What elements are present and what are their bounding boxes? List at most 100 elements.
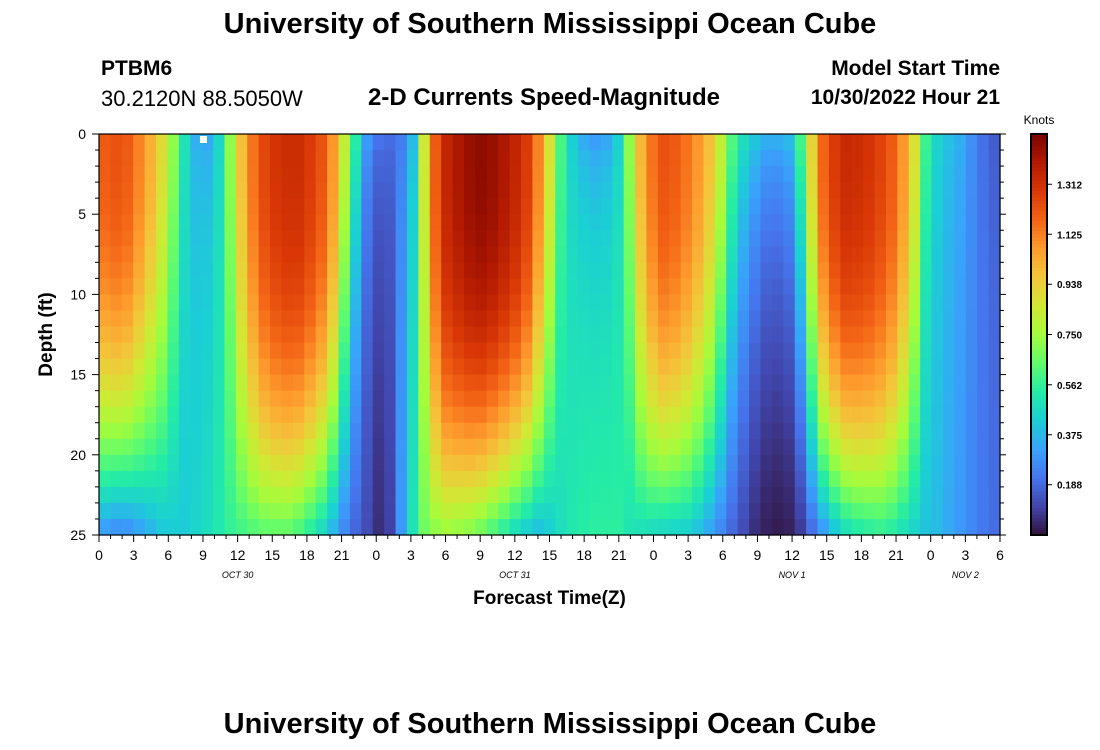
heatmap-cell (520, 358, 533, 376)
heatmap-cell (258, 342, 271, 360)
heatmap-cell (737, 454, 750, 472)
heatmap-cell (623, 310, 636, 328)
heatmap-cell (121, 262, 134, 279)
heatmap-cell (463, 214, 476, 231)
heatmap-cell (384, 502, 397, 520)
colorbar-band (1031, 511, 1047, 516)
colorbar-band (1031, 448, 1047, 453)
heatmap-cell (749, 294, 762, 312)
heatmap-cell (737, 470, 750, 488)
heatmap-cell (566, 502, 579, 520)
heatmap-cell (327, 454, 340, 472)
heatmap-cell (463, 454, 476, 472)
heatmap-cell (589, 486, 602, 504)
heatmap-cell (942, 374, 955, 392)
heatmap-cell (851, 486, 864, 504)
heatmap-cell (361, 182, 374, 199)
heatmap-cell (156, 454, 169, 472)
heatmap-cell (178, 518, 191, 536)
heatmap-cell (965, 214, 978, 231)
heatmap-cell (235, 230, 248, 247)
heatmap-cell (806, 454, 819, 472)
heatmap-cell (110, 294, 123, 312)
heatmap-cell (771, 518, 784, 536)
heatmap-cell (851, 374, 864, 392)
heatmap-cell (543, 342, 556, 360)
colorbar-band (1031, 164, 1047, 169)
heatmap-cell (840, 518, 853, 536)
colorbar-band (1031, 177, 1047, 182)
heatmap-cell (589, 518, 602, 536)
heatmap-cell (121, 182, 134, 199)
heatmap-cell (897, 374, 910, 392)
heatmap-cell (258, 134, 271, 151)
heatmap-cell (429, 246, 442, 263)
heatmap-cell (315, 502, 328, 520)
heatmap-cell (144, 198, 157, 215)
heatmap-cell (406, 182, 419, 199)
heatmap-cell (292, 518, 305, 536)
heatmap-cell (635, 246, 648, 263)
heatmap-cell (965, 486, 978, 504)
heatmap-cell (737, 262, 750, 279)
colorbar-band (1031, 317, 1047, 322)
heatmap-cell (349, 438, 362, 456)
heatmap-cell (897, 294, 910, 312)
heatmap-cell (361, 438, 374, 456)
heatmap-cell (156, 214, 169, 231)
heatmap-cell (452, 182, 465, 199)
x-tick-label: 0 (927, 547, 935, 563)
heatmap-cell (258, 278, 271, 295)
heatmap-cell (555, 406, 568, 424)
heatmap-cell (840, 134, 853, 151)
colorbar-band (1031, 361, 1047, 366)
heatmap-cell (885, 262, 898, 279)
heatmap-cell (99, 310, 112, 328)
heatmap-cell (270, 150, 283, 167)
heatmap-cell (908, 422, 921, 440)
heatmap-cell (441, 502, 454, 520)
heatmap-cell (498, 134, 511, 151)
heatmap-cell (555, 342, 568, 360)
heatmap-cell (361, 374, 374, 392)
heatmap-cell (543, 134, 556, 151)
heatmap-cell (874, 166, 887, 183)
heatmap-cell (338, 310, 351, 328)
heatmap-cell (247, 422, 260, 440)
heatmap-cell (589, 326, 602, 344)
colorbar-band (1031, 260, 1047, 265)
heatmap-cell (406, 438, 419, 456)
heatmap-cell (840, 422, 853, 440)
heatmap-cell (384, 438, 397, 456)
colorbar-tick-label: 1.125 (1057, 230, 1082, 241)
heatmap-cell (452, 486, 465, 504)
heatmap-cell (144, 470, 157, 488)
heatmap-cell (646, 358, 659, 376)
heatmap-cell (190, 374, 203, 392)
heatmap-cell (486, 518, 499, 536)
heatmap-cell (863, 262, 876, 279)
heatmap-cell (292, 374, 305, 392)
heatmap-cell (612, 390, 625, 408)
heatmap-cell (178, 230, 191, 247)
heatmap-cell (783, 246, 796, 263)
heatmap-cell (566, 150, 579, 167)
heatmap-cell (509, 310, 522, 328)
colorbar-band (1031, 140, 1047, 145)
heatmap-cell (292, 166, 305, 183)
heatmap-cell (224, 470, 237, 488)
heatmap-cell (988, 470, 1001, 488)
heatmap-cell (463, 310, 476, 328)
heatmap-cell (817, 198, 830, 215)
heatmap-cell (178, 422, 191, 440)
heatmap-cell (338, 294, 351, 312)
heatmap-cell (692, 326, 705, 344)
heatmap-cell (589, 198, 602, 215)
heatmap-cell (156, 246, 169, 263)
heatmap-cell (623, 294, 636, 312)
heatmap-cell (133, 470, 146, 488)
heatmap-cell (954, 518, 967, 536)
heatmap-cell (828, 502, 841, 520)
heatmap-cell (509, 134, 522, 151)
heatmap-cell (965, 294, 978, 312)
